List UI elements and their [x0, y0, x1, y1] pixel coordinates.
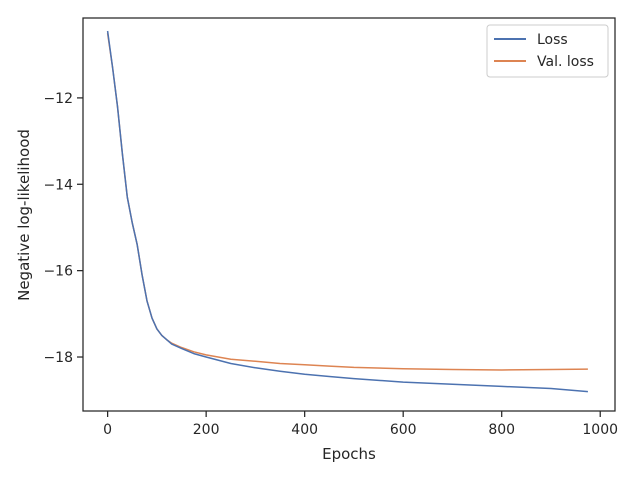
series-loss-line — [106, 30, 588, 393]
x-axis-label: Epochs — [322, 445, 376, 463]
y-tick-label: −14 — [43, 177, 73, 193]
x-tick-label: 0 — [103, 422, 112, 438]
y-tick-label: −16 — [43, 264, 73, 280]
plot-area — [83, 18, 615, 411]
legend: Loss Val. loss — [486, 24, 609, 78]
x-axis: 0 200 400 600 800 1000 — [103, 411, 618, 438]
x-tick-label: 800 — [488, 422, 515, 438]
legend-loss-label: Loss — [537, 32, 568, 48]
y-tick-label: −18 — [43, 350, 73, 366]
plot-frame — [82, 17, 616, 412]
x-tick-label: 200 — [193, 422, 220, 438]
series-layer — [106, 30, 588, 393]
x-tick-label: 600 — [390, 422, 417, 438]
x-tick-label: 1000 — [582, 422, 618, 438]
y-tick-label: −12 — [43, 91, 73, 107]
legend-val-loss-label: Val. loss — [537, 54, 594, 70]
y-axis: −12 −14 −16 −18 — [43, 91, 83, 366]
y-axis-label: Negative log-likelihood — [15, 129, 33, 301]
x-tick-label: 400 — [291, 422, 318, 438]
